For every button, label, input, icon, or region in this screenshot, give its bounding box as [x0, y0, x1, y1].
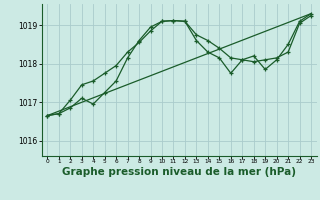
X-axis label: Graphe pression niveau de la mer (hPa): Graphe pression niveau de la mer (hPa) — [62, 167, 296, 177]
